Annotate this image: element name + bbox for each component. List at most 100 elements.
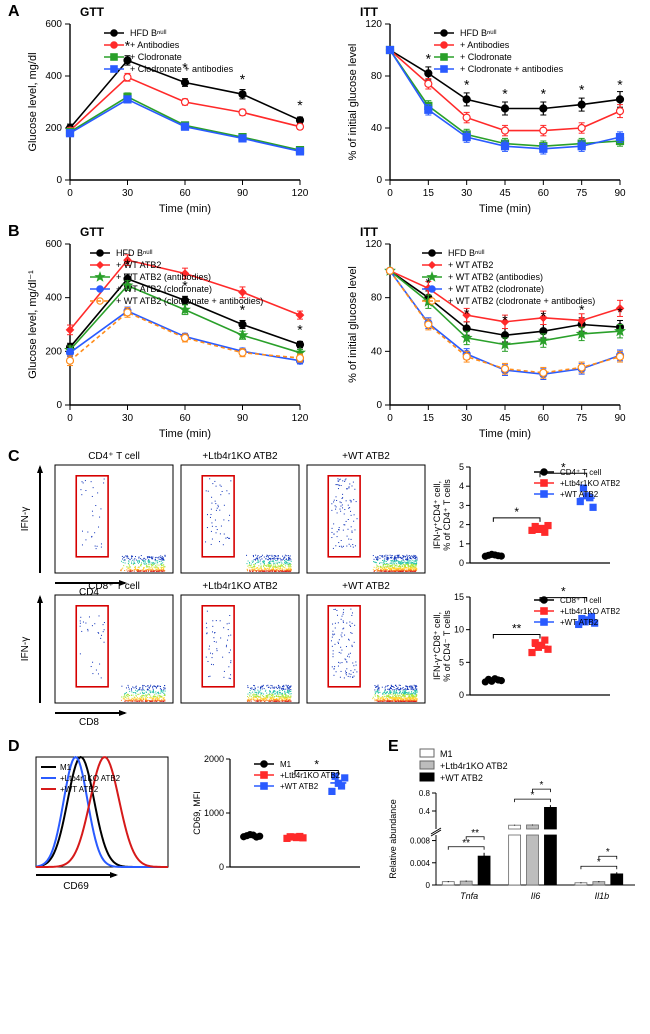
svg-text:Il1b: Il1b [595, 891, 610, 901]
svg-text:GTT: GTT [80, 225, 105, 239]
svg-text:*: * [540, 780, 544, 791]
svg-text:Tnfa: Tnfa [460, 891, 478, 901]
svg-text:M1: M1 [60, 763, 72, 772]
svg-text:IFN-γ: IFN-γ [20, 637, 31, 661]
svg-text:+ Antibodies: + Antibodies [460, 40, 510, 50]
svg-text:Time (min): Time (min) [479, 203, 531, 215]
svg-text:40: 40 [371, 123, 383, 134]
svg-text:Time (min): Time (min) [479, 428, 531, 440]
svg-text:*: * [240, 71, 246, 87]
svg-text:*: * [541, 86, 547, 102]
svg-text:HFD Bⁿᵘˡˡ: HFD Bⁿᵘˡˡ [460, 28, 497, 38]
svg-text:ITT: ITT [360, 5, 379, 19]
svg-text:45: 45 [499, 188, 511, 199]
panel-D: DCD69M1+Ltb4r1KO ATB2+WT ATB2010002000CD… [0, 735, 380, 905]
svg-text:0: 0 [56, 175, 62, 186]
svg-text:15: 15 [454, 592, 464, 602]
svg-text:+ WT ATB2 (clodronate + antibo: + WT ATB2 (clodronate + antibodies) [448, 296, 595, 306]
svg-text:0: 0 [376, 400, 382, 411]
svg-text:40: 40 [371, 346, 383, 357]
svg-text:120: 120 [365, 19, 382, 30]
svg-text:30: 30 [461, 413, 473, 424]
svg-text:90: 90 [237, 413, 249, 424]
svg-text:+ WT ATB2: + WT ATB2 [116, 260, 161, 270]
svg-text:+WT ATB2: +WT ATB2 [342, 451, 390, 462]
svg-text:0.4: 0.4 [419, 807, 431, 816]
svg-text:M1: M1 [440, 749, 453, 759]
svg-text:B: B [8, 223, 20, 240]
svg-text:E: E [388, 738, 399, 755]
svg-text:+ Clodronate: + Clodronate [460, 52, 512, 62]
svg-text:+WT ATB2: +WT ATB2 [280, 782, 319, 791]
svg-text:2: 2 [459, 520, 464, 530]
svg-text:10: 10 [454, 625, 464, 635]
svg-text:1000: 1000 [204, 808, 224, 818]
svg-text:*: * [541, 308, 547, 324]
svg-text:2000: 2000 [204, 754, 224, 764]
svg-text:*: * [579, 82, 585, 98]
svg-text:+ WT ATB2 (antibodies): + WT ATB2 (antibodies) [116, 272, 211, 282]
svg-text:CD4⁺ T cell: CD4⁺ T cell [88, 451, 140, 462]
svg-text:HFD Bⁿᵘˡˡ: HFD Bⁿᵘˡˡ [116, 248, 153, 258]
svg-text:+Ltb4r1KO ATB2: +Ltb4r1KO ATB2 [560, 479, 621, 488]
svg-text:Relative abundance: Relative abundance [388, 799, 398, 879]
panel-E: EM1+Ltb4r1KO ATB2+WT ATB20.80.40.0080.00… [380, 735, 650, 915]
svg-text:60: 60 [179, 413, 191, 424]
svg-text:+ Clodronate: + Clodronate [130, 52, 182, 62]
svg-text:45: 45 [499, 413, 511, 424]
svg-text:A: A [8, 3, 20, 20]
svg-text:60: 60 [179, 188, 191, 199]
panel-C: C CD4⁺ T cell +Ltb4r1KO ATB2 +WT ATB2 IFN-γ C… [0, 445, 650, 725]
svg-text:+ WT ATB2 (clodronate + antibo: + WT ATB2 (clodronate + antibodies) [116, 296, 263, 306]
svg-text:5: 5 [459, 657, 464, 667]
svg-text:+ Antibodies: + Antibodies [130, 40, 180, 50]
svg-text:+ WT ATB2 (clodronate): + WT ATB2 (clodronate) [448, 284, 544, 294]
svg-text:15: 15 [423, 188, 435, 199]
svg-text:4: 4 [459, 481, 464, 491]
svg-text:120: 120 [365, 239, 382, 250]
panel-A: AGTT03060901200200400600Time (min)Glucos… [0, 0, 650, 220]
svg-text:200: 200 [45, 346, 62, 357]
svg-text:90: 90 [614, 413, 626, 424]
svg-text:1: 1 [459, 539, 464, 549]
svg-text:0.008: 0.008 [410, 837, 431, 846]
svg-text:M1: M1 [280, 760, 292, 769]
svg-text:60: 60 [538, 188, 550, 199]
svg-text:*: * [297, 97, 303, 113]
svg-text:+Ltb4r1KO ATB2: +Ltb4r1KO ATB2 [60, 774, 121, 783]
svg-text:*: * [502, 86, 508, 102]
svg-text:+WT ATB2: +WT ATB2 [440, 773, 483, 783]
svg-text:400: 400 [45, 71, 62, 82]
svg-text:D: D [8, 738, 20, 755]
svg-text:0: 0 [459, 558, 464, 568]
svg-text:*: * [426, 50, 432, 66]
svg-text:+Ltb4r1KO ATB2: +Ltb4r1KO ATB2 [202, 451, 278, 462]
svg-text:+ Clodronate + antibodies: + Clodronate + antibodies [130, 64, 234, 74]
svg-text:+ Clodronate + antibodies: + Clodronate + antibodies [460, 64, 564, 74]
svg-text:0: 0 [376, 175, 382, 186]
svg-text:+Ltb4r1KO ATB2: +Ltb4r1KO ATB2 [440, 761, 508, 771]
svg-text:% of CD4⁺ T cells: % of CD4⁺ T cells [442, 479, 452, 551]
svg-text:% of CD4⁻ T cells: % of CD4⁻ T cells [442, 610, 452, 682]
svg-text:CD8⁺ T cell: CD8⁺ T cell [88, 581, 140, 592]
svg-text:30: 30 [122, 188, 134, 199]
svg-text:*: * [502, 312, 508, 328]
svg-text:+ WT ATB2 (antibodies): + WT ATB2 (antibodies) [448, 272, 543, 282]
svg-text:+Ltb4r1KO ATB2: +Ltb4r1KO ATB2 [560, 607, 621, 616]
svg-text:*: * [314, 758, 319, 772]
svg-text:Time (min): Time (min) [159, 203, 211, 215]
svg-text:600: 600 [45, 239, 62, 250]
svg-text:IFN-γ⁺CD8⁺ cell,: IFN-γ⁺CD8⁺ cell, [432, 612, 442, 680]
svg-text:*: * [617, 304, 623, 320]
svg-text:C: C [8, 448, 20, 465]
svg-text:Glucose level, mg/dl⁻¹: Glucose level, mg/dl⁻¹ [27, 270, 39, 379]
svg-text:30: 30 [461, 188, 473, 199]
svg-text:*: * [606, 847, 610, 858]
svg-text:0.8: 0.8 [419, 789, 431, 798]
svg-text:**: ** [471, 828, 479, 839]
svg-text:+WT ATB2: +WT ATB2 [560, 490, 599, 499]
svg-text:+Ltb4r1KO ATB2: +Ltb4r1KO ATB2 [280, 771, 341, 780]
svg-text:*: * [617, 76, 623, 92]
svg-text:15: 15 [423, 413, 435, 424]
svg-text:120: 120 [292, 413, 309, 424]
